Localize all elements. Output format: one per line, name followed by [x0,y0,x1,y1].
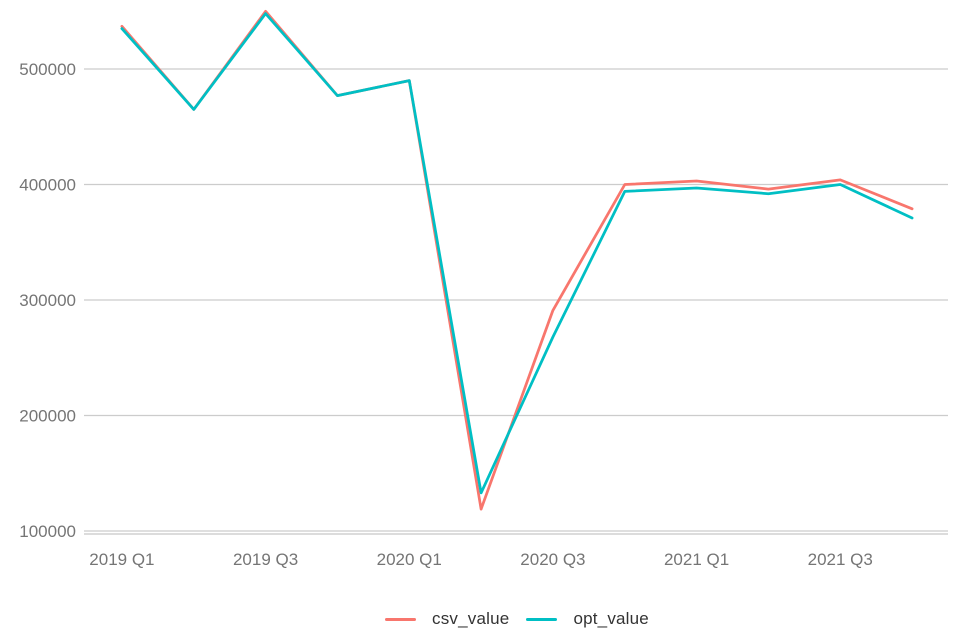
legend-item-opt-value: opt_value [526,609,649,629]
legend-swatch-opt-value-icon [526,617,558,621]
y-tick-label: 100000 [19,522,76,541]
legend-label-csv-value: csv_value [432,609,510,628]
gridlines [84,68,948,532]
y-tick-label: 500000 [19,60,76,79]
y-tick-label: 400000 [19,176,76,195]
y-axis-labels: 100000 200000 300000 400000 500000 [19,60,76,541]
csv-value-line [120,9,914,511]
legend-label-opt-value: opt_value [573,609,649,628]
x-axis-labels: 2019 Q1 2019 Q3 2020 Q1 2020 Q3 2021 Q1 2021 … [89,550,873,569]
legend-item-csv-value: csv_value [385,609,509,629]
opt-value-line [120,12,914,495]
legend-swatch-csv-value-icon [385,617,417,621]
x-tick-label: 2020 Q3 [520,550,585,569]
x-tick-label: 2019 Q1 [89,550,154,569]
x-tick-label: 2020 Q1 [377,550,442,569]
x-tick-label: 2021 Q1 [664,550,729,569]
x-tick-label: 2021 Q3 [808,550,873,569]
y-tick-label: 200000 [19,407,76,426]
x-tick-label: 2019 Q3 [233,550,298,569]
y-tick-label: 300000 [19,291,76,310]
chart-legend: csv_value opt_value [86,609,948,629]
